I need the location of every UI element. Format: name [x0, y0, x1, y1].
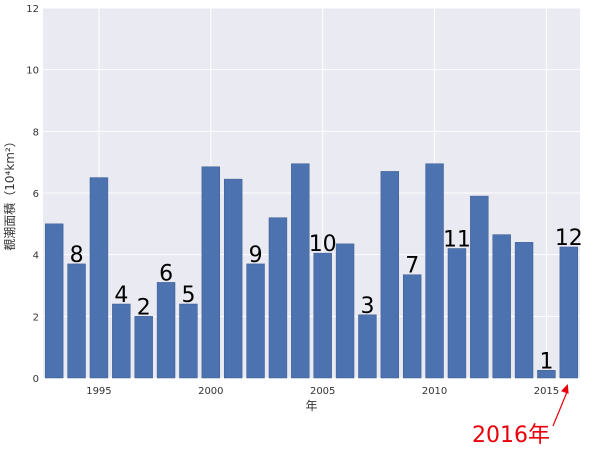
bar-2007	[358, 314, 377, 379]
y-tick-label-6: 6	[33, 189, 39, 200]
bar-2002	[246, 263, 265, 379]
x-tick-label-2005: 2005	[310, 386, 335, 397]
bar-label-2005: 10	[309, 232, 337, 257]
y-tick-label-2: 2	[33, 312, 39, 323]
bar-2003	[268, 217, 288, 379]
bar-2005	[313, 252, 332, 379]
bar-label-1994: 8	[70, 243, 84, 268]
bar-2012	[470, 195, 489, 379]
bar-1994	[67, 263, 86, 379]
bar-label-2007: 3	[360, 294, 374, 319]
y-axis-label: 覩潮面積（10⁴km²）	[2, 135, 17, 251]
x-tick-label-2000: 2000	[198, 386, 223, 397]
bar-1999	[179, 303, 198, 379]
bar-2009	[402, 274, 422, 379]
bar-label-2002: 9	[249, 243, 263, 268]
x-tick-labels: 1995 2000 2005 2010 2015	[86, 386, 559, 397]
bar-label-2015: 1	[539, 349, 553, 374]
bar-2000	[201, 166, 221, 379]
x-axis-label: 年	[305, 399, 317, 413]
bar-1993	[44, 223, 64, 379]
bar-2015	[537, 370, 556, 379]
y-tick-label-4: 4	[33, 251, 39, 262]
y-tick-label-0: 0	[33, 374, 39, 385]
bar-1996	[112, 303, 131, 379]
x-tick-label-2015: 2015	[534, 386, 559, 397]
bar-label-1998: 6	[159, 261, 173, 286]
x-tick-label-2010: 2010	[422, 386, 447, 397]
x-tick-label-1995: 1995	[86, 386, 111, 397]
y-tick-label-10: 10	[26, 66, 39, 77]
bar-2016	[559, 246, 579, 379]
bar-label-2009: 7	[405, 254, 419, 279]
bar-label-1996: 4	[114, 283, 128, 308]
callout-arrow	[552, 389, 569, 427]
callout-arrowhead	[561, 384, 569, 394]
bar-label-1999: 5	[181, 283, 195, 308]
callout-text: 2016年	[472, 423, 550, 448]
y-tick-labels: 0 2 4 6 8 10 12	[26, 4, 39, 385]
bar-2011	[447, 248, 467, 379]
bar-2004	[291, 163, 310, 379]
y-tick-label-8: 8	[33, 127, 39, 138]
bar-1995	[89, 177, 109, 379]
bars	[44, 163, 579, 379]
y-tick-label-12: 12	[26, 4, 39, 15]
callout: 2016年	[472, 384, 569, 448]
bar-2001	[223, 178, 243, 379]
bar-2010	[425, 163, 444, 379]
bar-label-2011: 11	[443, 228, 471, 253]
bar-label-2016: 12	[555, 226, 583, 251]
bar-label-1997: 2	[137, 295, 151, 320]
bar-2006	[335, 243, 355, 379]
bar-2013	[492, 234, 511, 379]
bar-2014	[514, 242, 534, 379]
bar-1998	[156, 282, 176, 379]
bar-2008	[380, 171, 400, 379]
bar-1997	[134, 316, 153, 379]
